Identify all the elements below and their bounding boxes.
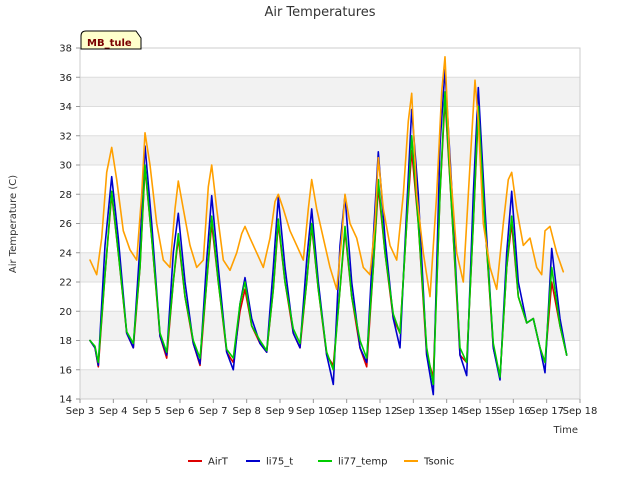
y-tick-label: 34 — [59, 102, 72, 113]
plot-band — [80, 311, 580, 341]
y-tick-label: 38 — [59, 44, 72, 55]
y-tick-label: 20 — [59, 307, 72, 318]
y-tick-label: 36 — [59, 73, 72, 84]
plot-band — [80, 106, 580, 136]
y-tick-label: 24 — [59, 248, 72, 259]
y-tick-label: 18 — [59, 336, 72, 347]
x-tick-label: Sep 7 — [199, 406, 227, 417]
plot-band — [80, 77, 580, 107]
series-layer — [89, 55, 568, 396]
x-tick-label: Sep 17 — [529, 406, 564, 417]
plot-band — [80, 194, 580, 224]
station-label: MB_tule — [87, 38, 132, 49]
station-badge-box — [80, 30, 142, 50]
x-tick-label: Sep 13 — [396, 406, 431, 417]
x-tick-label: Sep 5 — [132, 406, 160, 417]
y-tick-label: 22 — [59, 278, 72, 289]
x-axis-ticks: Sep 3 Sep 4 Sep 5 Sep 6 Sep 7 Sep 8 Sep 9 Sep 1… — [66, 399, 598, 417]
legend-label: li75_t — [266, 457, 293, 468]
plot-band — [80, 369, 580, 399]
x-tick-label: Sep 10 — [296, 406, 331, 417]
x-axis-label: Time — [553, 425, 578, 436]
plot-band — [80, 223, 580, 253]
plot-band — [80, 135, 580, 165]
chart-title: Air Temperatures — [264, 5, 375, 20]
y-axis-ticks: 14 16 18 20 22 24 26 28 30 32 34 36 38 — [59, 44, 80, 406]
legend-label: Tsonic — [423, 457, 454, 468]
series-line-li77-temp — [89, 91, 568, 386]
x-tick-label: Sep 11 — [329, 406, 364, 417]
plot-band — [80, 165, 580, 195]
x-tick-label: Sep 18 — [563, 406, 598, 417]
x-tick-label: Sep 3 — [66, 406, 94, 417]
legend-label: AirT — [208, 457, 229, 468]
y-tick-label: 32 — [59, 131, 72, 142]
y-tick-label: 28 — [59, 190, 72, 201]
x-tick-label: Sep 14 — [429, 406, 464, 417]
plot-band — [80, 48, 580, 78]
y-tick-label: 26 — [59, 219, 72, 230]
x-tick-label: Sep 15 — [463, 406, 498, 417]
y-tick-label: 30 — [59, 161, 72, 172]
legend: AirT li75_t li77_temp Tsonic — [188, 457, 454, 468]
x-tick-label: Sep 9 — [266, 406, 294, 417]
y-tick-label: 14 — [59, 395, 72, 406]
x-tick-label: Sep 8 — [232, 406, 260, 417]
x-tick-label: Sep 16 — [496, 406, 531, 417]
series-line-tsonic — [89, 55, 565, 298]
x-tick-label: Sep 4 — [99, 406, 127, 417]
legend-label: li77_temp — [338, 457, 387, 468]
x-tick-label: Sep 6 — [166, 406, 194, 417]
x-tick-label: Sep 12 — [363, 406, 398, 417]
station-badge: MB_tule — [80, 30, 142, 50]
series-line-li75-t — [89, 69, 568, 396]
plot-band — [80, 340, 580, 370]
y-axis-label: Air Temperature (C) — [8, 175, 19, 273]
y-tick-label: 16 — [59, 365, 72, 376]
